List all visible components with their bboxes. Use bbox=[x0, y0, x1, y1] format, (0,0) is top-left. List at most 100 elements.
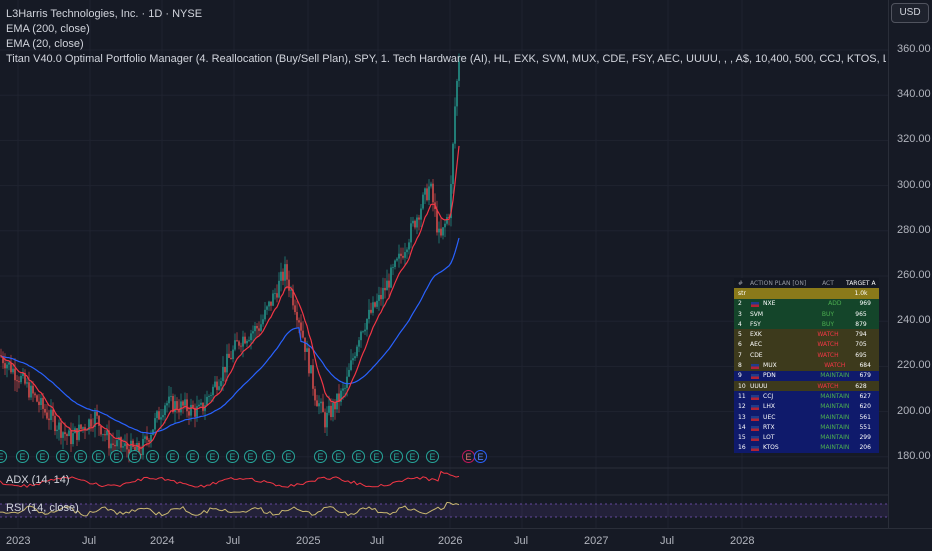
earnings-icon[interactable]: E bbox=[314, 450, 327, 463]
earnings-icon[interactable]: E bbox=[390, 450, 403, 463]
main-chart[interactable]: L3Harris Technologies, Inc. · 1D · NYSE … bbox=[0, 0, 888, 528]
candle-body bbox=[206, 396, 208, 406]
candle-body bbox=[290, 289, 292, 291]
table-row: 15 LOT MAINTAIN 299 bbox=[734, 432, 879, 443]
candle-body bbox=[254, 326, 256, 332]
candle-body bbox=[30, 385, 32, 398]
row-target: 206 bbox=[859, 444, 871, 452]
candle-body bbox=[430, 183, 432, 187]
candle-body bbox=[58, 422, 60, 430]
earnings-icon[interactable]: E bbox=[426, 450, 439, 463]
price-scale[interactable]: USD 360.00 340.00 320.00 300.00 280.00 260.00… bbox=[888, 0, 932, 528]
row-ticker: UEC bbox=[749, 414, 818, 421]
candle-body bbox=[386, 280, 388, 291]
ema20-legend[interactable]: EMA (20, close) bbox=[6, 38, 84, 50]
candle-body bbox=[4, 363, 6, 369]
earnings-icon[interactable]: E bbox=[92, 450, 105, 463]
table-row: 16 KTOS MAINTAIN 206 bbox=[734, 442, 879, 454]
candle-body bbox=[310, 365, 312, 374]
earnings-icon[interactable]: E bbox=[146, 450, 159, 463]
candle-body bbox=[258, 328, 260, 331]
candle-body bbox=[358, 340, 360, 347]
flag-icon bbox=[751, 415, 760, 421]
candle-body bbox=[52, 409, 54, 416]
adx-label[interactable]: ADX (14, 14) bbox=[6, 474, 70, 486]
earnings-icon[interactable]: E bbox=[262, 450, 275, 463]
candle-body bbox=[376, 300, 378, 307]
candle-body bbox=[334, 402, 336, 410]
candle-body bbox=[64, 432, 66, 435]
candle-body bbox=[100, 425, 102, 435]
candle-body bbox=[38, 401, 40, 406]
candle-body bbox=[224, 366, 226, 373]
earnings-icon[interactable]: E bbox=[186, 450, 199, 463]
ema200-legend[interactable]: EMA (200, close) bbox=[6, 23, 90, 35]
earnings-icon[interactable]: E bbox=[352, 450, 365, 463]
candle-body bbox=[6, 364, 8, 369]
price-tick-label: 320.00 bbox=[897, 133, 931, 146]
row-number: 6 bbox=[738, 341, 742, 349]
earnings-icon[interactable]: E bbox=[166, 450, 179, 463]
candle-body bbox=[288, 279, 290, 291]
candle-body bbox=[272, 293, 274, 306]
candle-body bbox=[40, 397, 42, 406]
earnings-icon[interactable]: E bbox=[16, 450, 29, 463]
currency-button[interactable]: USD bbox=[891, 3, 929, 23]
candle-body bbox=[166, 403, 168, 406]
candle-body bbox=[182, 401, 184, 406]
earnings-icon[interactable]: E bbox=[226, 450, 239, 463]
candle-body bbox=[246, 340, 248, 344]
symbol-title[interactable]: L3Harris Technologies, Inc. · 1D · NYSE bbox=[6, 8, 203, 20]
candle-body bbox=[8, 362, 10, 365]
candle-body bbox=[330, 405, 332, 418]
candle-body bbox=[350, 360, 352, 370]
time-tick-label: Jul bbox=[370, 535, 385, 547]
candle-body bbox=[0, 355, 2, 357]
earnings-icon[interactable]: E bbox=[244, 450, 257, 463]
candle-body bbox=[194, 407, 196, 417]
table-body: str 1.0k 2 NXE ADD 969 3 SVM BUY 965 4 FSY BUY 879 5 EX… bbox=[734, 288, 879, 454]
price-chart-canvas[interactable] bbox=[0, 0, 888, 528]
earnings-icon[interactable]: E bbox=[370, 450, 383, 463]
table-row: 10 UUUU WATCH 628 bbox=[734, 380, 879, 392]
row-ticker: AEC bbox=[750, 341, 763, 349]
row-ticker: KTOS bbox=[749, 444, 818, 452]
row-ticker: SVM bbox=[750, 310, 764, 318]
earnings-icon[interactable]: E bbox=[462, 450, 475, 463]
earnings-icon[interactable]: E bbox=[74, 450, 87, 463]
flag-icon bbox=[751, 425, 760, 431]
time-tick-label: 2026 bbox=[438, 535, 463, 547]
table-row: 2 NXE ADD 969 bbox=[734, 298, 879, 309]
earnings-icon[interactable]: E bbox=[282, 450, 295, 463]
row-action: MAINTAIN bbox=[820, 434, 850, 442]
earnings-icon[interactable]: E bbox=[206, 450, 219, 463]
earnings-icon[interactable]: E bbox=[110, 450, 123, 463]
candle-body bbox=[16, 380, 18, 382]
titan-legend[interactable]: Titan V40.0 Optimal Portfolio Manager (4… bbox=[6, 53, 886, 65]
earnings-icon[interactable]: E bbox=[56, 450, 69, 463]
earnings-icon[interactable]: E bbox=[332, 450, 345, 463]
flag-icon bbox=[751, 302, 760, 308]
earnings-icon[interactable]: E bbox=[36, 450, 49, 463]
time-scale[interactable]: 2023 Jul 2024 Jul 2025 Jul 2026 Jul 2027 Jul 2028 bbox=[0, 528, 932, 551]
earnings-icon[interactable]: E bbox=[128, 450, 141, 463]
candle-body bbox=[104, 434, 106, 436]
row-number: 11 bbox=[738, 392, 746, 400]
earnings-icon[interactable]: E bbox=[474, 450, 487, 463]
candle-body bbox=[338, 393, 340, 402]
candle-body bbox=[70, 430, 72, 445]
candle-body bbox=[390, 267, 392, 288]
row-action: WATCH bbox=[824, 362, 846, 370]
candle-body bbox=[50, 409, 52, 421]
rsi-label[interactable]: RSI (14, close) bbox=[6, 502, 79, 514]
candle-body bbox=[402, 255, 404, 258]
row-number: 7 bbox=[738, 351, 742, 359]
row-ticker: PDN bbox=[749, 372, 818, 380]
earnings-icon[interactable]: E bbox=[406, 450, 419, 463]
price-tick-label: 360.00 bbox=[897, 43, 931, 55]
candle-body bbox=[62, 432, 64, 438]
rsi-band bbox=[0, 504, 888, 517]
candle-body bbox=[176, 401, 178, 410]
time-tick-label: Jul bbox=[660, 535, 675, 547]
candle-body bbox=[76, 428, 78, 440]
